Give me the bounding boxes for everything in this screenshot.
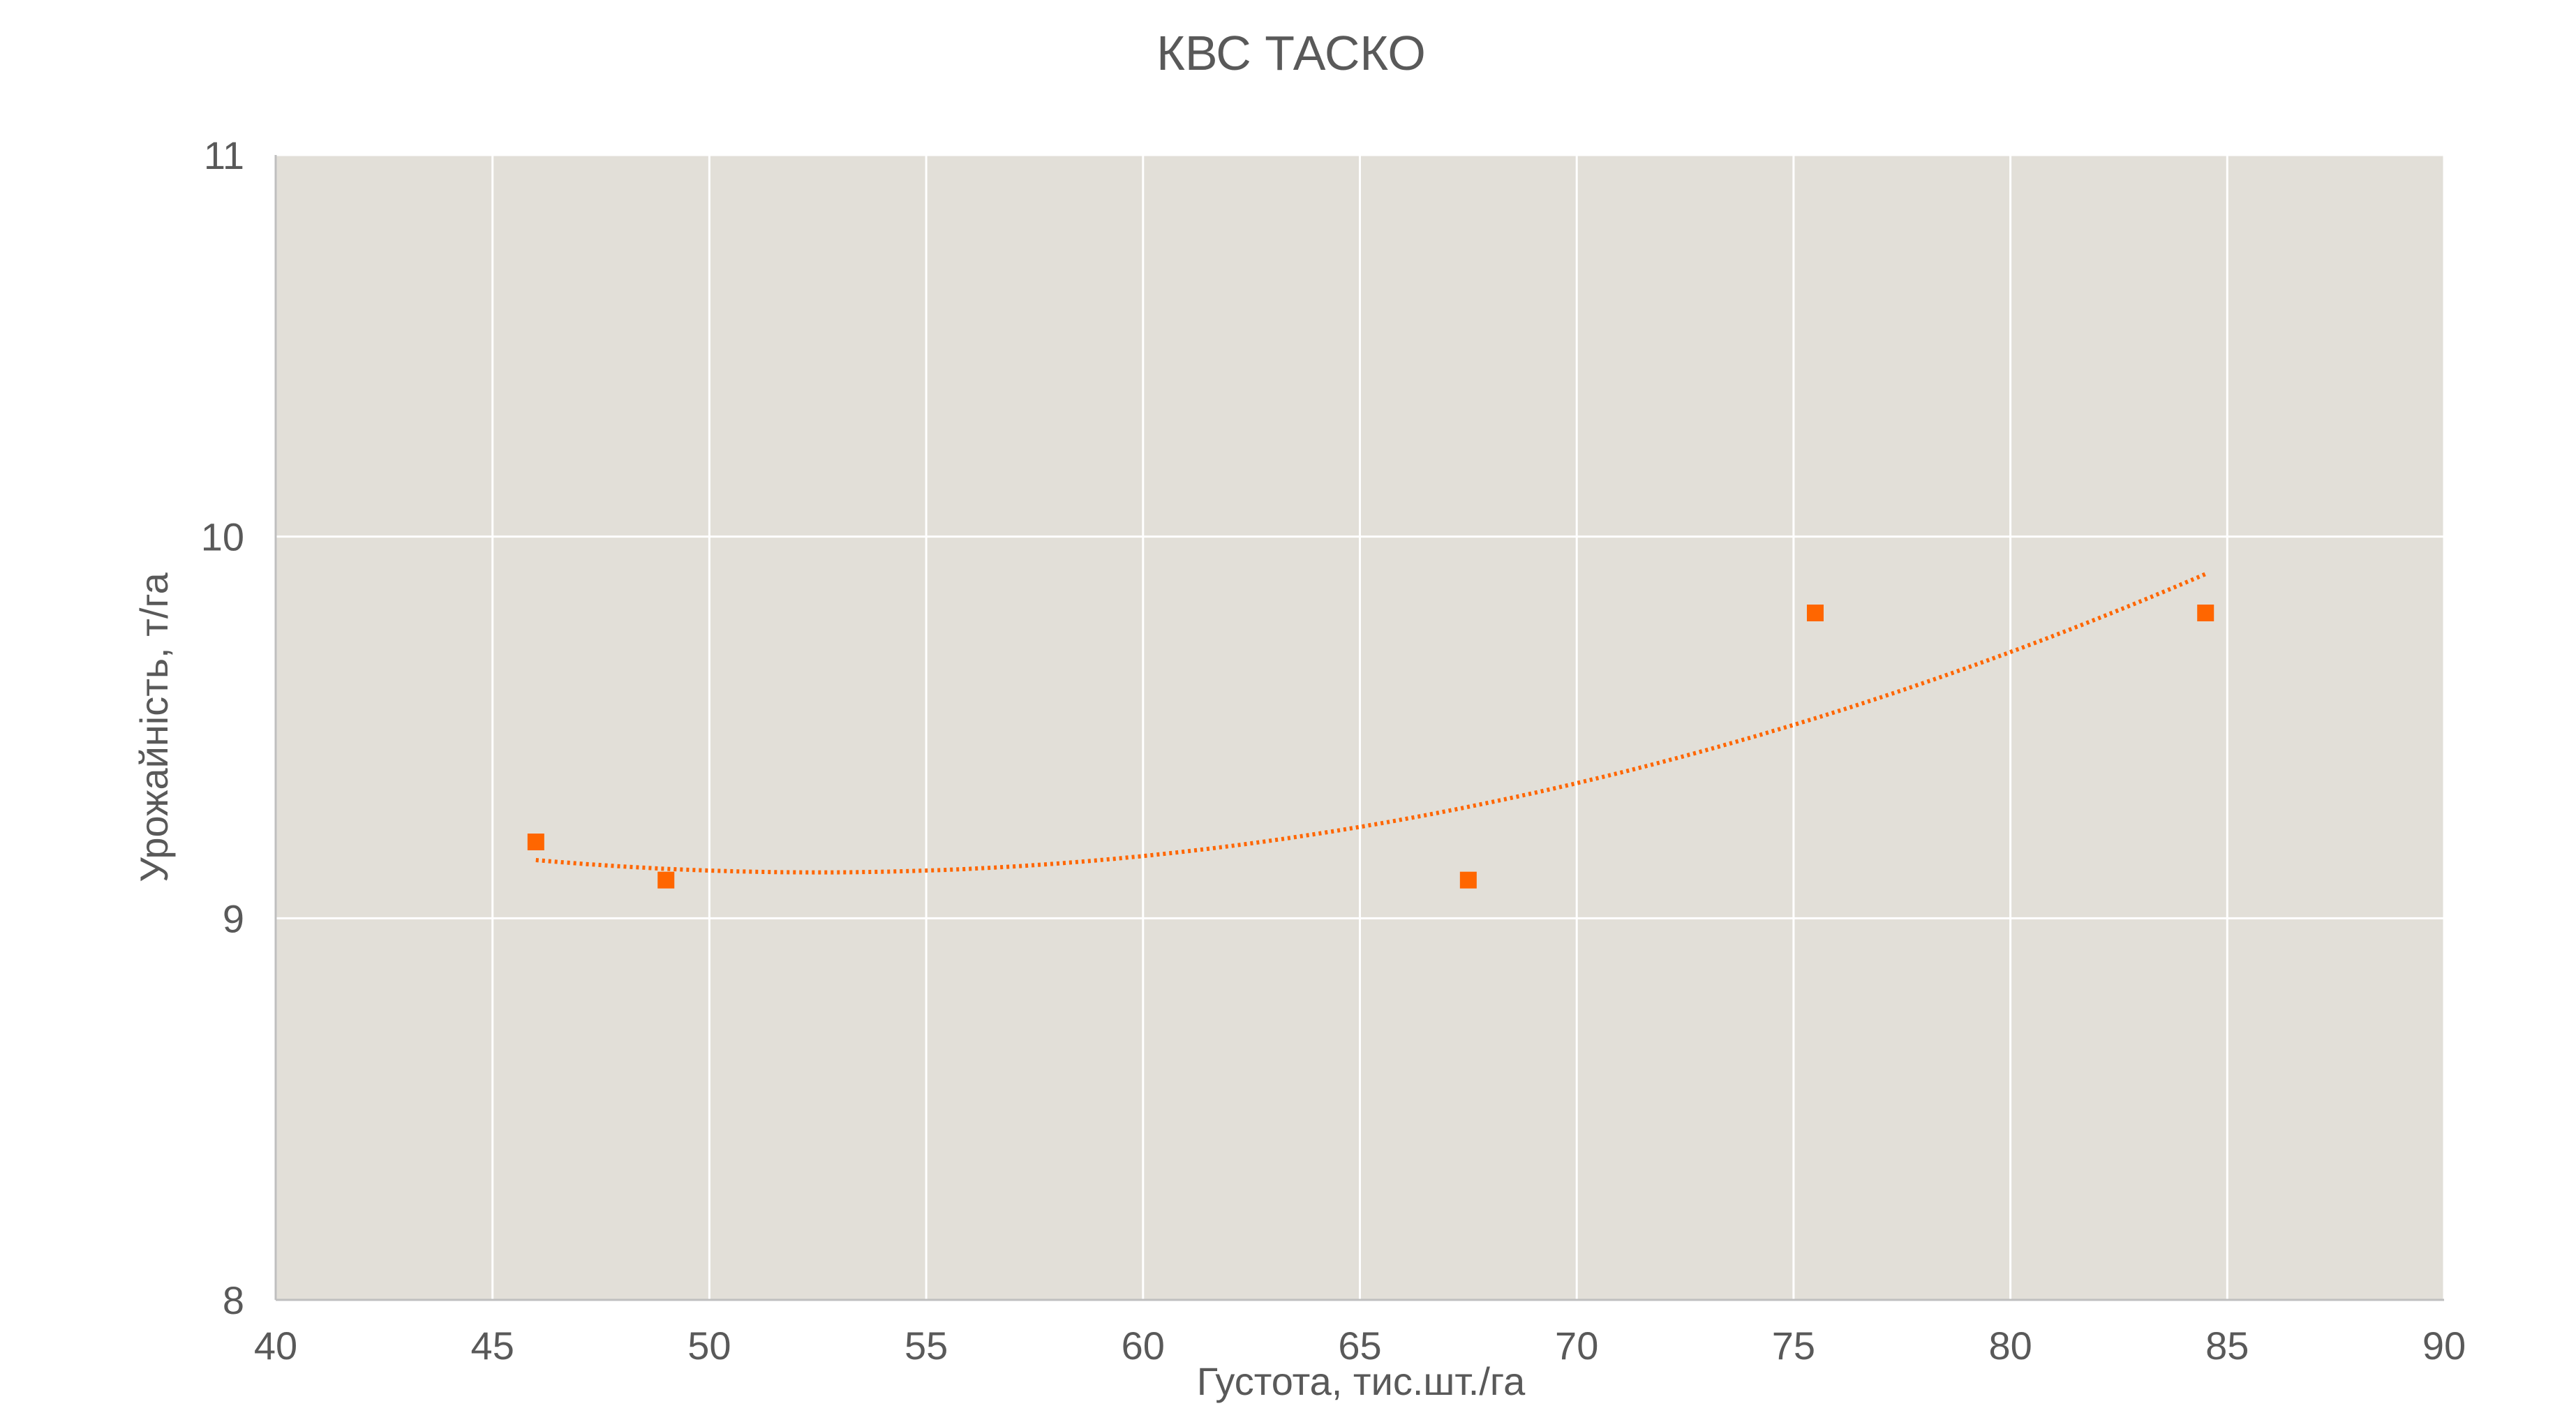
- y-tick-label: 10: [201, 515, 244, 559]
- gridlines: [274, 154, 2445, 1301]
- x-tick-label: 70: [1555, 1324, 1598, 1368]
- x-tick-label: 90: [2422, 1324, 2466, 1368]
- x-tick-label: 55: [904, 1324, 948, 1368]
- y-tick-label: 11: [204, 133, 244, 177]
- x-tick-label: 45: [471, 1324, 514, 1368]
- x-tick-label: 80: [1988, 1324, 2032, 1368]
- data-point: [527, 834, 544, 850]
- tick-labels: 40 45 50 55 60 65 70 75 80 85 90 8 9 10 11: [201, 133, 2466, 1368]
- y-axis-label: Урожайність, т/га: [132, 572, 176, 882]
- data-point: [1459, 871, 1477, 889]
- x-tick-label: 85: [2205, 1324, 2249, 1368]
- trendline-path: [535, 572, 2207, 875]
- y-tick-label: 8: [223, 1278, 244, 1322]
- x-tick-label: 60: [1122, 1324, 1165, 1368]
- x-tick-label: 65: [1338, 1324, 1381, 1368]
- chart-title: КВС ТАСКО: [1156, 26, 1426, 80]
- data-point: [1806, 605, 1824, 621]
- x-tick-label: 75: [1772, 1324, 1815, 1368]
- x-tick-label: 40: [254, 1324, 297, 1368]
- x-tick-label: 50: [687, 1324, 731, 1368]
- data-point: [657, 871, 675, 889]
- data-point: [2197, 605, 2214, 621]
- data-points: [527, 605, 2214, 889]
- x-axis-label: Густота, тис.шт./га: [1197, 1359, 1526, 1403]
- y-tick-label: 9: [223, 896, 244, 940]
- trendline: [535, 572, 2207, 875]
